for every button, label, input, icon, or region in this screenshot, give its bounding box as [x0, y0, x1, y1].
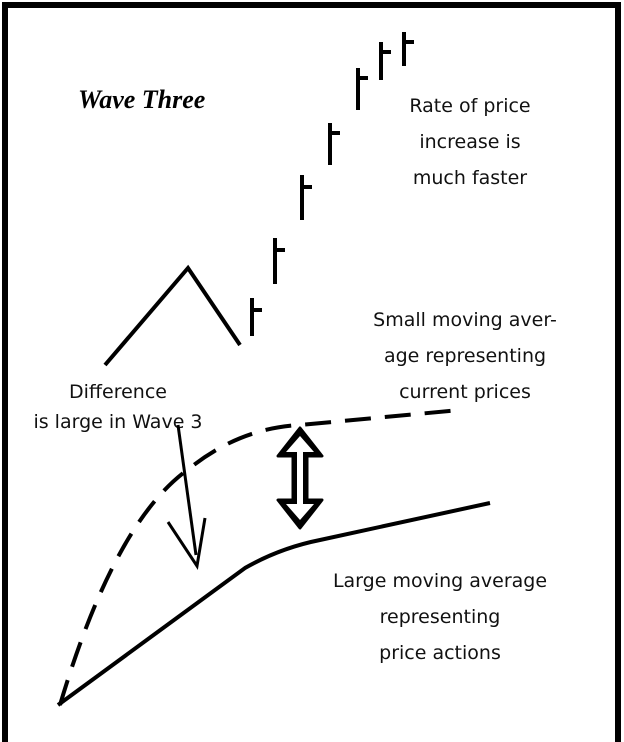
wave-zigzag	[103, 264, 242, 367]
small-moving-average	[58, 408, 461, 706]
annotation-line: much faster	[413, 167, 527, 189]
annotation-line: is large in Wave 3	[33, 411, 202, 433]
annotation-line: age representing	[384, 345, 546, 367]
difference-arrow-inner	[286, 436, 314, 520]
annotation-line: Difference	[69, 381, 167, 403]
large-moving-average	[56, 501, 491, 707]
annotations: Rate of price increase is much faster Small…	[33, 95, 556, 664]
annotation-line: current prices	[399, 381, 531, 403]
title: Wave Three	[78, 85, 205, 114]
annotation-line: Small moving aver-	[373, 309, 557, 331]
pointer-arrow	[166, 424, 207, 571]
annotation-line: increase is	[419, 131, 520, 153]
price-bars	[250, 32, 414, 336]
annotation-line: Rate of price	[409, 95, 530, 117]
annotation-line: representing	[380, 606, 501, 628]
annotation-line: Large moving average	[333, 570, 547, 592]
annotation-line: price actions	[379, 642, 501, 664]
